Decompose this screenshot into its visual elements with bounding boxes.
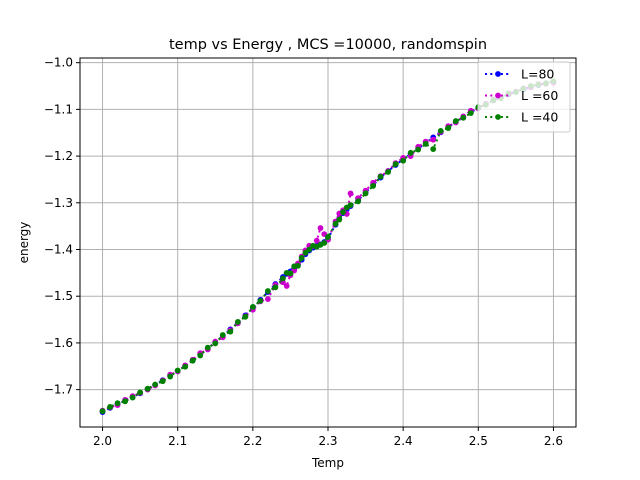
data-point [385,169,392,175]
y-tick-label: −1.3 [44,196,73,210]
data-point [219,332,226,338]
data-point [302,249,309,256]
data-point [257,297,264,304]
data-point [272,284,279,291]
data-point [340,209,346,216]
y-axis-label: energy [17,222,31,264]
data-point [264,296,271,302]
legend: L=80 L =60 L =40 [477,61,571,133]
data-point [287,270,294,277]
legend-entry: L =60 [485,88,558,103]
x-tick-label: 2.3 [318,434,337,448]
data-point [347,202,354,209]
legend-entry: L =40 [485,110,558,125]
legend-marker [495,71,501,77]
data-point [467,110,474,117]
legend-label: L=80 [521,67,554,82]
data-point [430,146,437,152]
data-point [370,183,376,189]
data-point [280,275,286,282]
data-point [283,283,290,289]
y-tick-label: −1.1 [44,102,73,116]
data-point [400,157,407,164]
x-tick-label: 2.2 [243,434,262,448]
data-point [197,352,204,359]
x-tick-label: 2.1 [168,434,187,448]
y-tick-label: −1.6 [44,336,73,350]
legend-box [477,61,571,133]
legend-entry: L=80 [485,67,554,82]
data-point [204,344,211,351]
data-point [422,141,429,147]
data-point [313,237,320,244]
data-point [264,288,271,294]
data-point [212,340,219,347]
data-point [298,255,305,261]
data-point [159,378,166,385]
legend-marker [495,92,501,99]
legend-label: L =40 [521,110,558,125]
data-point [144,385,151,392]
series-line [102,80,554,412]
data-point [347,190,354,197]
data-point [152,381,159,388]
legend-label: L =60 [521,88,558,103]
data-point [445,125,452,131]
data-point [189,357,196,364]
x-tick-label: 2.4 [394,434,413,448]
x-tick-label: 2.6 [544,434,563,448]
data-point [295,262,301,269]
data-point [182,363,189,370]
data-point [415,146,422,153]
data-point [355,198,361,205]
legend-marker [495,114,501,120]
data-point [437,127,444,134]
data-point [242,313,249,320]
data-point [407,149,414,156]
data-point [377,173,384,180]
data-point [317,225,324,231]
data-point [332,220,339,227]
data-point [114,400,121,407]
data-point [167,373,174,380]
data-point [99,408,106,415]
data-point [306,246,313,253]
data-point [321,240,328,246]
data-point [137,389,144,396]
data-point [227,328,234,335]
y-tick-label: −1.2 [44,149,73,163]
data-point [430,136,437,143]
data-point [122,398,128,405]
data-point [336,216,343,223]
y-tick-label: −1.7 [44,383,73,397]
data-point [460,114,467,121]
data-point [249,304,256,310]
y-tick-label: −1.5 [44,289,73,303]
data-point [174,367,181,374]
chart-title: temp vs Energy , MCS =10000, randomspin [169,37,487,53]
grid [80,58,576,427]
data-point [129,394,136,401]
data-point [362,190,369,197]
data-point [107,404,113,410]
axis-ticks: 2.0 2.1 2.2 2.3 2.4 2.5 2.6 −1.7 −1.6 −1.5 −1.4 −1.… [44,56,563,448]
data-point [325,233,331,240]
x-tick-label: 2.5 [469,434,488,448]
data-point [392,161,399,167]
y-tick-label: −1.0 [44,56,73,70]
data-point [234,319,241,325]
y-tick-label: −1.4 [44,243,73,257]
data-point [452,118,459,124]
x-axis-label: Temp [311,456,344,470]
x-tick-label: 2.0 [93,434,112,448]
